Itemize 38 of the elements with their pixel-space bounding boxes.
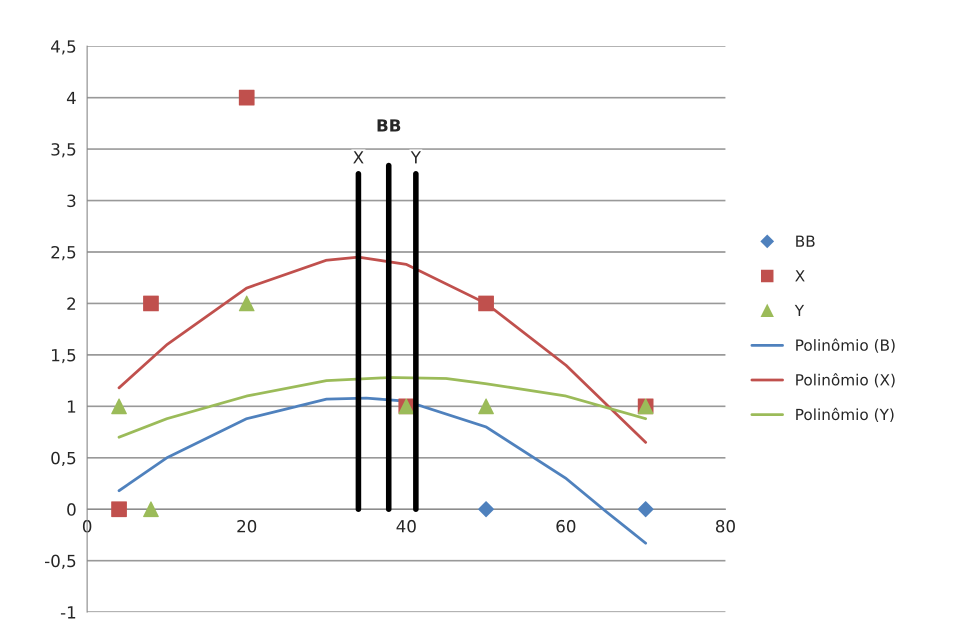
annotation: X [353,151,364,164]
point [238,296,255,312]
y-tick-label: 4,5 [51,40,76,54]
legend-label: BB [796,236,815,247]
point [111,398,127,414]
x-tick-label: 20 [237,520,256,533]
y-tick-label: 3,5 [51,143,76,158]
point [478,398,494,414]
x-tick-label: 40 [396,520,416,533]
y-tick-label: -1 [60,606,76,618]
y-tick-label: 0,5 [51,452,76,466]
x-tick-label: 60 [556,520,576,533]
legend-label: X [795,270,805,282]
point [478,296,494,312]
point [143,296,159,312]
point [238,90,255,106]
y-tick-label: 1,5 [52,349,76,364]
line-series [118,256,648,444]
y-tick-label: 4 [66,92,76,104]
annotation: BB [378,119,400,132]
x-tick-label: 80 [716,520,735,533]
point [111,501,127,518]
y-tick-label: -0,5 [45,554,76,569]
y-tick-label: 3 [67,194,76,208]
y-tick-label: 2,5 [51,246,76,260]
legend-label: Polinômio (Y) [796,408,894,422]
y-tick-label: 0 [67,503,76,516]
y-tick-label: 2 [67,297,76,310]
point [478,501,494,518]
x-tick-label: 0 [82,520,92,533]
point [638,501,654,518]
y-tick-label: 1 [68,400,76,413]
annotation: Y [410,151,421,164]
legend-label: Y [794,304,804,316]
point [143,501,159,518]
legend-label: Polinômio (B) [796,338,895,353]
legend-label: Polinômio (X) [796,373,895,388]
line-series [118,396,648,545]
